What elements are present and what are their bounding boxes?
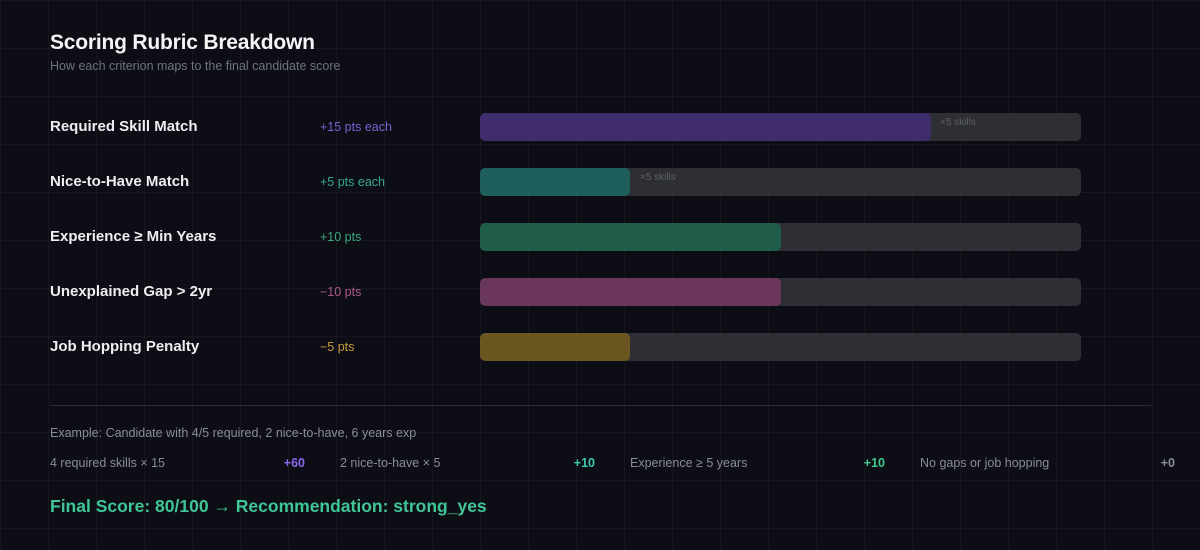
bar-track: ×5 skills xyxy=(480,113,1081,141)
row-label: Unexplained Gap > 2yr xyxy=(50,283,213,300)
example-item-experience: Experience ≥ 5 years +10 xyxy=(630,456,885,472)
row-points: −10 pts xyxy=(320,285,362,299)
example-item-value: +60 xyxy=(283,456,305,470)
bar-note: ×5 skills xyxy=(640,172,676,183)
rubric-row-nice-to-have: Nice-to-Have Match +5 pts each ×5 skills xyxy=(0,168,1200,196)
rubric-row-gap-penalty: Unexplained Gap > 2yr −10 pts xyxy=(0,278,1200,306)
page-title: Scoring Rubric Breakdown xyxy=(50,31,315,54)
example-item-label: No gaps or job hopping xyxy=(920,456,1050,470)
row-label: Job Hopping Penalty xyxy=(50,338,200,355)
bar-track xyxy=(480,278,1081,306)
example-item-value: +10 xyxy=(863,456,885,470)
row-label: Nice-to-Have Match xyxy=(50,173,190,190)
bar-note: ×5 skills xyxy=(940,117,976,128)
example-item-nice-to-have: 2 nice-to-have × 5 +10 xyxy=(340,456,595,472)
bar-track xyxy=(480,333,1081,361)
example-item-value: +10 xyxy=(573,456,595,470)
bar-fill xyxy=(480,278,781,306)
example-item-required: 4 required skills × 15 +60 xyxy=(50,456,305,472)
rubric-row-required-skill: Required Skill Match +15 pts each ×5 ski… xyxy=(0,113,1200,141)
bar-track: ×5 skills xyxy=(480,168,1081,196)
example-item-label: Experience ≥ 5 years xyxy=(630,456,748,470)
section-divider xyxy=(50,405,1151,406)
bar-fill xyxy=(480,223,781,251)
page-subtitle: How each criterion maps to the final can… xyxy=(50,59,341,73)
row-points: +5 pts each xyxy=(320,175,385,189)
row-label: Required Skill Match xyxy=(50,118,198,135)
bar-fill xyxy=(480,168,631,196)
row-points: −5 pts xyxy=(320,340,355,354)
bar-fill xyxy=(480,333,631,361)
example-intro: Example: Candidate with 4/5 required, 2 … xyxy=(50,426,417,440)
example-item-value: +0 xyxy=(1160,456,1175,470)
rubric-row-job-hopping: Job Hopping Penalty −5 pts xyxy=(0,333,1200,361)
bar-fill xyxy=(480,113,931,141)
example-item-label: 2 nice-to-have × 5 xyxy=(340,456,441,470)
example-item-label: 4 required skills × 15 xyxy=(50,456,165,470)
rubric-row-experience: Experience ≥ Min Years +10 pts xyxy=(0,223,1200,251)
row-points: +10 pts xyxy=(320,230,362,244)
row-points: +15 pts each xyxy=(320,120,392,134)
bar-track xyxy=(480,223,1081,251)
example-item-penalties: No gaps or job hopping +0 xyxy=(920,456,1175,472)
final-score: Final Score: 80/100 → Recommendation: st… xyxy=(50,496,487,516)
row-label: Experience ≥ Min Years xyxy=(50,228,217,245)
